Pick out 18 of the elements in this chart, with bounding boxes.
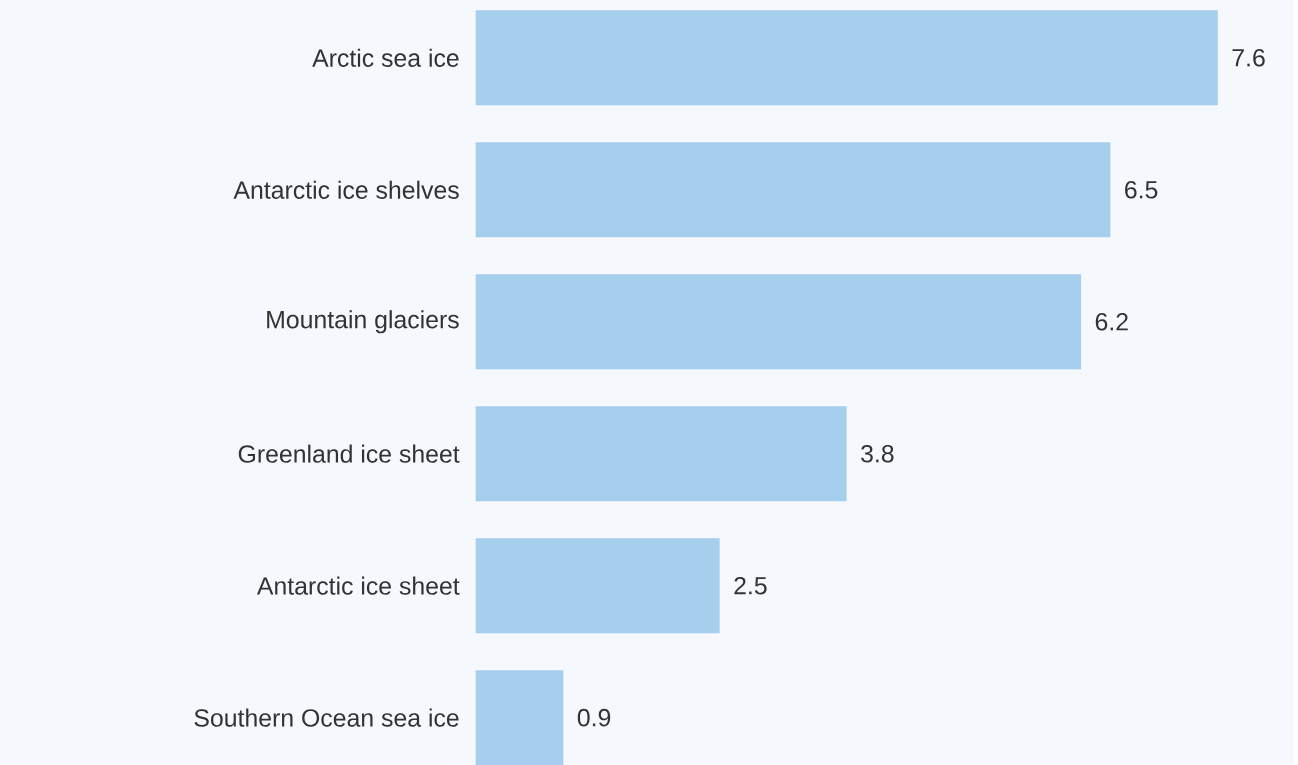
data-label: 6.2 <box>1095 312 1128 331</box>
data-label: 6.5 <box>1125 180 1158 199</box>
bar <box>475 538 720 634</box>
data-label: 0.9 <box>577 708 611 727</box>
data-label: 7.6 <box>1232 48 1265 67</box>
y-tick-label: Greenland ice sheet <box>238 444 460 463</box>
bar <box>475 10 1218 106</box>
bar <box>475 406 847 502</box>
y-tick-label: Mountain glaciers <box>267 310 459 334</box>
y-tick-label: Southern Ocean sea ice <box>194 708 459 727</box>
y-tick-label: Antarctic ice sheet <box>256 576 460 595</box>
y-tick-label: Arctic sea ice <box>312 48 459 67</box>
data-label: 2.5 <box>734 576 767 595</box>
data-label: 3.8 <box>861 444 894 463</box>
bar <box>475 142 1111 238</box>
bar <box>475 670 564 765</box>
y-tick-label: Antarctic ice shelves <box>233 180 459 199</box>
bar <box>475 274 1082 370</box>
